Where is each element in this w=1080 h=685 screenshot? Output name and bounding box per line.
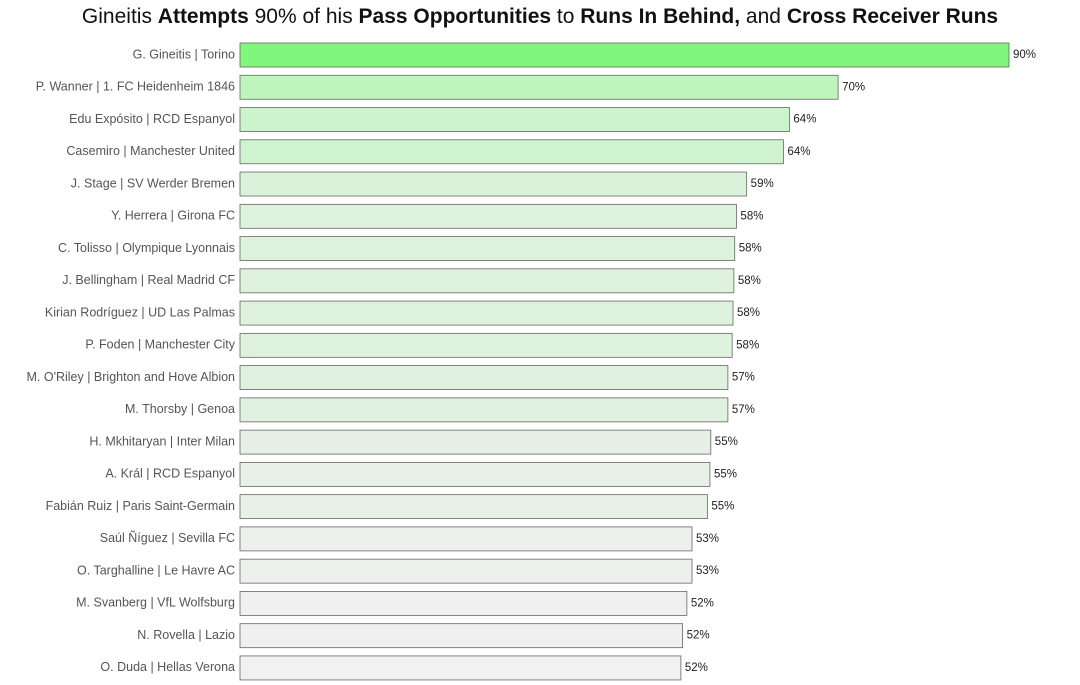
title-part: Attempts <box>158 5 249 28</box>
data-label: 57% <box>732 404 755 416</box>
bar <box>239 74 839 100</box>
bar <box>239 171 748 197</box>
bar <box>239 461 711 487</box>
data-label: 70% <box>842 81 865 93</box>
bar <box>239 526 693 552</box>
bar <box>239 429 712 455</box>
bar <box>239 139 784 165</box>
bar <box>239 332 733 358</box>
y-tick-label: H. Mkhitaryan | Inter Milan <box>89 434 235 448</box>
bar <box>239 42 1010 68</box>
data-label: 64% <box>793 114 816 126</box>
bar <box>239 494 708 520</box>
bar <box>239 365 729 391</box>
y-tick-label: Edu Expósito | RCD Espanyol <box>69 112 235 126</box>
bar <box>239 236 736 261</box>
data-label: 53% <box>696 565 719 577</box>
y-tick-label: J. Bellingham | Real Madrid CF <box>62 273 235 287</box>
y-tick-label: J. Stage | SV Werder Bremen <box>71 176 235 190</box>
data-label: 58% <box>738 275 761 287</box>
data-label: 55% <box>711 501 734 513</box>
title-part: and <box>740 5 787 28</box>
y-tick-label: N. Rovella | Lazio <box>137 628 235 642</box>
y-tick-label: M. O'Riley | Brighton and Hove Albion <box>26 370 235 384</box>
data-label: 53% <box>696 533 719 545</box>
title-part: to <box>551 5 580 28</box>
chart-title: Gineitis Attempts 90% of his Pass Opport… <box>82 5 998 28</box>
data-label: 55% <box>715 436 738 448</box>
data-label: 55% <box>714 468 737 480</box>
data-label: 58% <box>737 307 760 319</box>
y-tick-label: P. Foden | Manchester City <box>85 338 235 352</box>
y-tick-label: Fabián Ruiz | Paris Saint-Germain <box>46 499 235 513</box>
title-part: Cross Receiver Runs <box>787 5 998 28</box>
y-tick-label: M. Thorsby | Genoa <box>125 402 235 416</box>
y-tick-label: A. Král | RCD Espanyol <box>105 467 235 481</box>
data-label: 52% <box>691 597 714 609</box>
data-label: 64% <box>787 146 810 158</box>
title-part: Gineitis <box>82 5 158 28</box>
bar <box>239 268 735 294</box>
data-label: 58% <box>740 210 763 222</box>
bar <box>239 655 682 681</box>
bar <box>239 397 729 423</box>
y-tick-label: Kirian Rodríguez | UD Las Palmas <box>45 305 235 319</box>
bar <box>239 591 688 616</box>
y-tick-label: P. Wanner | 1. FC Heidenheim 1846 <box>36 80 235 94</box>
y-tick-label: C. Tolisso | Olympique Lyonnais <box>58 241 235 255</box>
title-part: Pass Opportunities <box>359 5 552 28</box>
data-label: 57% <box>732 372 755 384</box>
bar <box>239 107 790 132</box>
bar <box>239 558 693 584</box>
data-label: 52% <box>687 630 710 642</box>
title-part: 90% of his <box>249 5 359 28</box>
data-label: 59% <box>751 178 774 190</box>
data-label: 90% <box>1013 49 1036 61</box>
y-tick-label: O. Duda | Hellas Verona <box>100 660 235 674</box>
data-label: 52% <box>685 662 708 674</box>
bar <box>239 623 684 649</box>
title-part: Runs In Behind, <box>580 5 740 28</box>
y-tick-label: M. Svanberg | VfL Wolfsburg <box>76 596 235 610</box>
bar <box>239 300 734 326</box>
y-tick-label: Saúl Ñíguez | Sevilla FC <box>100 531 235 545</box>
data-label: 58% <box>736 339 759 351</box>
y-tick-label: O. Targhalline | Le Havre AC <box>77 563 235 577</box>
y-tick-label: Casemiro | Manchester United <box>66 144 235 158</box>
data-label: 58% <box>739 243 762 255</box>
y-tick-label: Y. Herrera | Girona FC <box>111 209 235 223</box>
bar <box>239 203 737 229</box>
y-tick-label: G. Gineitis | Torino <box>133 47 235 61</box>
